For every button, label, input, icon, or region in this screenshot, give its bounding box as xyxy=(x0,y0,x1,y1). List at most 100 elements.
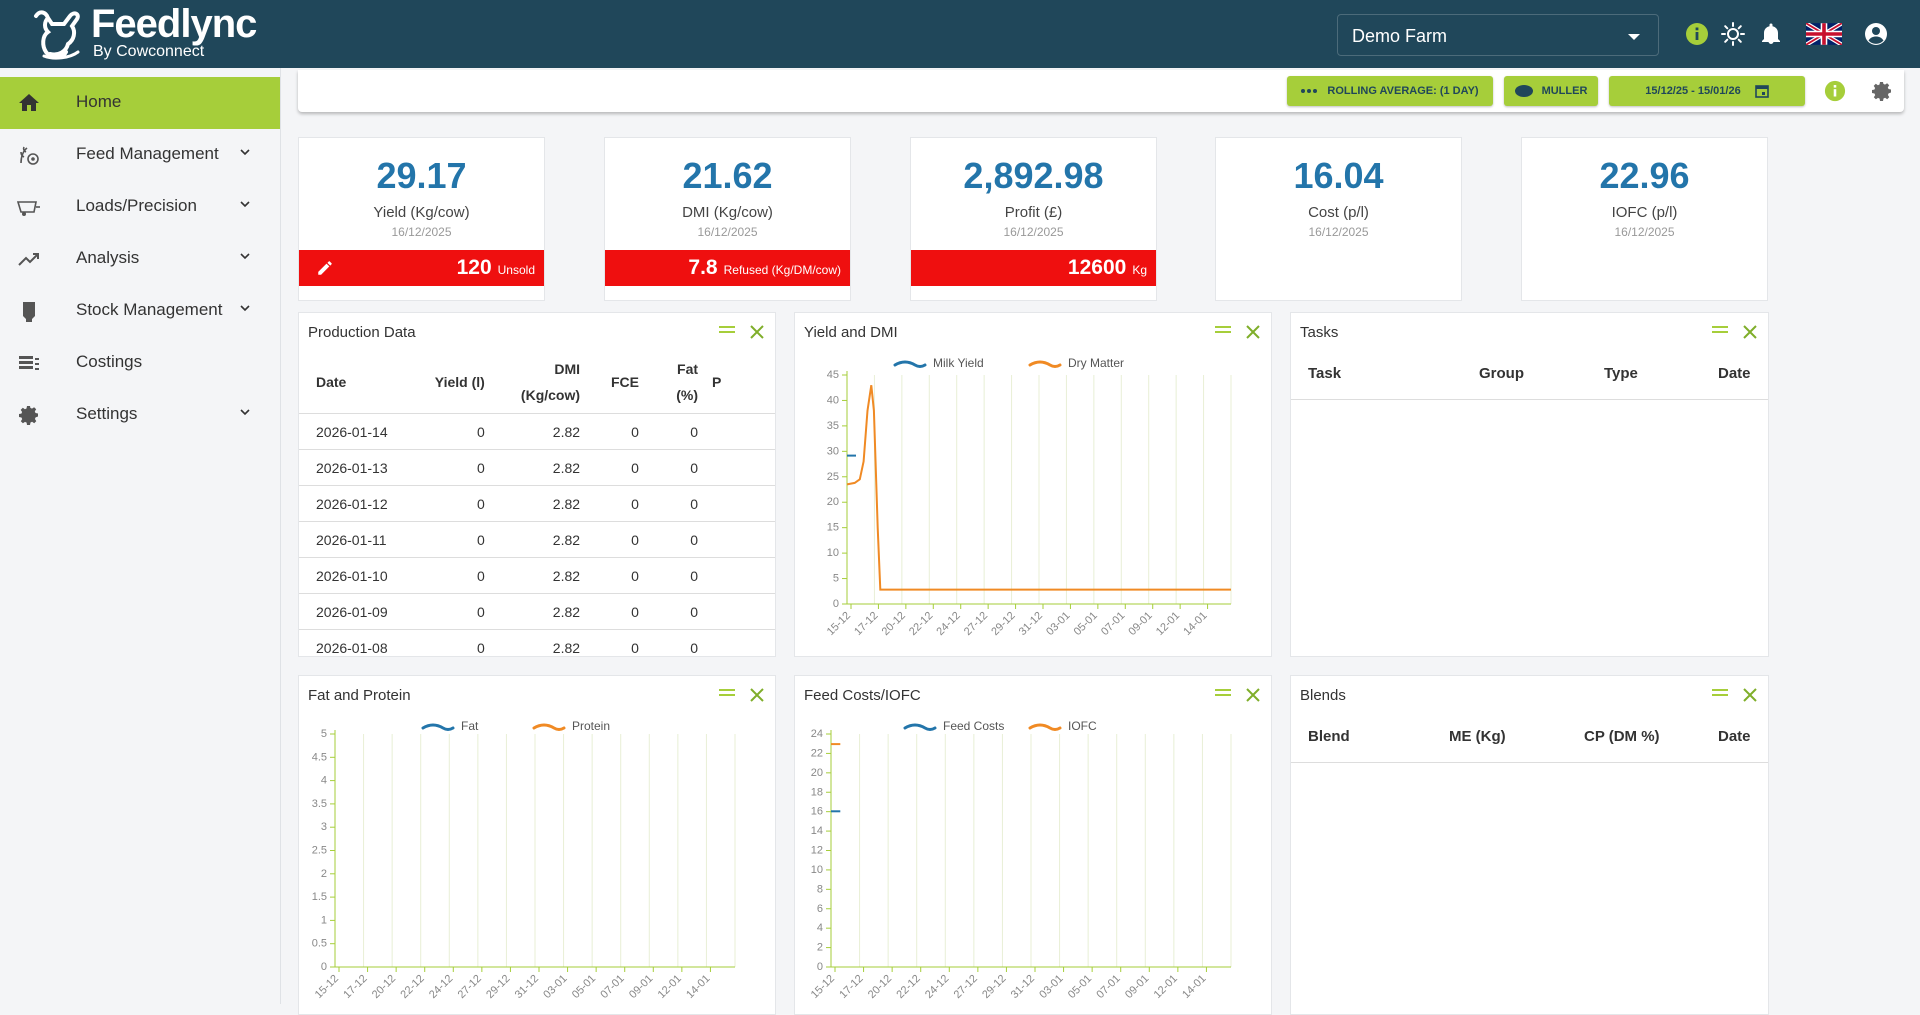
info-icon[interactable] xyxy=(1685,22,1709,46)
fat-protein-chart[interactable]: Fat Protein 0 0.5 1 1.5 2 2.5 3 3.5 4 4.5 5 15-12 17-1… xyxy=(299,676,776,1015)
col-date[interactable]: Date xyxy=(1718,728,1751,745)
legend-item[interactable]: Milk Yield xyxy=(893,356,984,370)
legend-item[interactable]: Protein xyxy=(532,719,610,733)
y-tick-label: 15 xyxy=(827,522,839,534)
col-type[interactable]: Type xyxy=(1604,365,1638,382)
close-icon[interactable] xyxy=(1245,324,1261,340)
sidebar-item-loads-precision[interactable]: Loads/Precision xyxy=(0,181,280,233)
yield-dmi-chart[interactable]: Milk Yield Dry Matter 0 5 10 15 20 25 30 35 40 45 15… xyxy=(795,313,1272,657)
table-cell: 2026-01-10 xyxy=(299,557,409,594)
table-cell: 0 xyxy=(638,485,699,522)
settings-gear-icon[interactable] xyxy=(1870,79,1894,103)
col-fce[interactable]: FCE xyxy=(580,351,639,414)
farm-select-value: Demo Farm xyxy=(1352,26,1448,46)
legend-item[interactable]: Dry Matter xyxy=(1028,356,1124,370)
kpi-iofc-card[interactable]: 22.96 IOFC (p/l) 16/12/2025 xyxy=(1521,137,1768,301)
x-tick-label: 14-01 xyxy=(684,973,712,1001)
sidebar-item-label: Feed Management xyxy=(76,144,219,163)
table-row[interactable]: 2026-01-14 0 2.82 0 0 xyxy=(299,413,775,450)
edit-icon[interactable] xyxy=(316,259,334,277)
processor-button[interactable]: MULLER xyxy=(1504,76,1598,106)
kpi-dmi-card[interactable]: 21.62 DMI (Kg/cow) 16/12/2025 7.8 Refused… xyxy=(604,137,851,301)
drag-handle-icon[interactable] xyxy=(719,687,735,699)
col-cp[interactable]: CP (DM %) xyxy=(1584,728,1660,745)
bell-icon[interactable] xyxy=(1759,22,1783,46)
col-fat[interactable]: Fat (%) xyxy=(638,351,699,414)
table-row[interactable]: 2026-01-11 0 2.82 0 0 xyxy=(299,521,775,558)
col-me[interactable]: ME (Kg) xyxy=(1449,728,1506,745)
series-line-1[interactable] xyxy=(846,385,1231,591)
kpi-profit-card[interactable]: 2,892.98 Profit (£) 16/12/2025 12600 Kg xyxy=(910,137,1157,301)
chevron-down-icon xyxy=(240,253,250,260)
legend-item[interactable]: IOFC xyxy=(1028,719,1097,733)
kpi-date: 16/12/2025 xyxy=(1308,225,1369,239)
legend-item[interactable]: Feed Costs xyxy=(903,719,1004,733)
kpi-date: 16/12/2025 xyxy=(1003,225,1064,239)
y-tick-label: 10 xyxy=(811,864,823,876)
sidebar-item-costings[interactable]: Costings xyxy=(0,337,280,389)
col-protein[interactable]: P xyxy=(698,351,775,414)
close-icon[interactable] xyxy=(749,324,765,340)
col-yield[interactable]: Yield (l) xyxy=(408,351,485,414)
table-cell: 0 xyxy=(408,485,485,522)
table-cell: 2026-01-13 xyxy=(299,449,409,486)
account-icon[interactable] xyxy=(1864,22,1888,46)
x-tick-label: 20-12 xyxy=(370,973,398,1001)
col-date[interactable]: Date xyxy=(1718,365,1751,382)
close-icon[interactable] xyxy=(1742,324,1758,340)
kpi-value: 16.04 xyxy=(1293,155,1384,196)
table-row[interactable]: 2026-01-08 0 2.82 0 0 xyxy=(299,629,775,656)
legend-swatch xyxy=(421,723,455,731)
sidebar-item-settings[interactable]: Settings xyxy=(0,389,280,441)
x-tick-label: 15-12 xyxy=(809,973,837,1001)
feed-costs-chart[interactable]: Feed Costs IOFC02468101214161820222415-12… xyxy=(795,676,1272,1015)
col-date[interactable]: Date xyxy=(299,351,409,414)
drag-handle-icon[interactable] xyxy=(1712,324,1728,336)
table-row[interactable]: 2026-01-12 0 2.82 0 0 xyxy=(299,485,775,522)
col-dmi[interactable]: DMI (Kg/cow) xyxy=(484,351,581,414)
top-bar: Feedlync By Cowconnect Demo Farm xyxy=(0,0,1920,68)
info-icon[interactable] xyxy=(1824,80,1846,102)
col-group[interactable]: Group xyxy=(1479,365,1524,382)
sidebar-item-feed-management[interactable]: Feed Management xyxy=(0,129,280,181)
table-cell-empty xyxy=(698,485,775,522)
kpi-cost-card[interactable]: 16.04 Cost (p/l) 16/12/2025 xyxy=(1215,137,1462,301)
col-blend[interactable]: Blend xyxy=(1308,728,1350,745)
drag-handle-icon[interactable] xyxy=(1712,687,1728,699)
kpi-label: Cost (p/l) xyxy=(1308,204,1369,221)
kpi-alert-bar[interactable]: 12600 Kg xyxy=(911,250,1156,286)
close-icon[interactable] xyxy=(1245,687,1261,703)
table-cell: 0 xyxy=(408,449,485,486)
table-row[interactable]: 2026-01-13 0 2.82 0 0 xyxy=(299,449,775,486)
rolling-average-button[interactable]: ROLLING AVERAGE: (1 DAY) xyxy=(1287,76,1493,106)
drag-handle-icon[interactable] xyxy=(1215,324,1231,336)
close-icon[interactable] xyxy=(749,687,765,703)
x-tick-label: 17-12 xyxy=(852,610,880,638)
uk-flag-icon[interactable] xyxy=(1806,23,1842,45)
x-tick-label: 17-12 xyxy=(837,973,865,1001)
brand-subtitle: By Cowconnect xyxy=(93,43,205,60)
table-row[interactable]: 2026-01-09 0 2.82 0 0 xyxy=(299,593,775,630)
kpi-yield-card[interactable]: 29.17 Yield (Kg/cow) 16/12/2025 120 Unsol… xyxy=(298,137,545,301)
close-icon[interactable] xyxy=(1742,687,1758,703)
drag-handle-icon[interactable] xyxy=(719,324,735,336)
date-range-button[interactable]: 15/12/25 - 15/01/26 xyxy=(1609,76,1805,106)
sidebar-item-home[interactable]: Home xyxy=(0,77,280,129)
kpi-alert-bar[interactable]: 7.8 Refused (Kg/DM/cow) xyxy=(605,250,850,286)
table-row[interactable]: 2026-01-10 0 2.82 0 0 xyxy=(299,557,775,594)
date-range-label: 15/12/25 - 15/01/26 xyxy=(1645,85,1741,97)
col-task[interactable]: Task xyxy=(1308,365,1342,382)
sidebar-item-analysis[interactable]: Analysis xyxy=(0,233,280,285)
farm-select[interactable]: Demo Farm xyxy=(1337,14,1659,56)
sun-icon[interactable] xyxy=(1721,22,1745,46)
col-fat-line2: (%) xyxy=(676,387,699,403)
table-cell-empty xyxy=(698,413,775,450)
drag-handle-icon[interactable] xyxy=(1215,687,1231,699)
table-cell: 2.82 xyxy=(484,485,581,522)
y-tick-label: 1.5 xyxy=(312,891,327,903)
sidebar-item-stock-management[interactable]: Stock Management xyxy=(0,285,280,337)
legend-item[interactable]: Fat xyxy=(421,719,479,733)
panel-title: Production Data xyxy=(308,324,416,341)
brand-logo[interactable]: Feedlync By Cowconnect xyxy=(30,2,257,62)
kpi-alert-bar[interactable]: 120 Unsold xyxy=(299,250,544,286)
